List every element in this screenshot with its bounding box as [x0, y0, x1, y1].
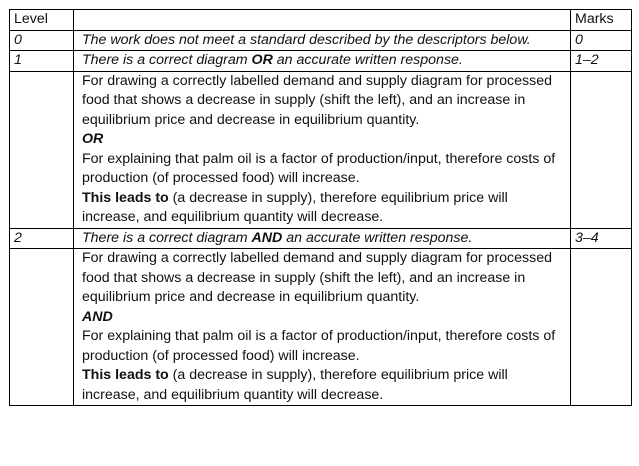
- header-level: Level: [9, 9, 74, 31]
- descriptor-keyword: AND: [251, 229, 283, 246]
- level-number: 2: [9, 227, 74, 249]
- criterion-explanation: For explaining that palm oil is a factor…: [82, 328, 556, 364]
- level-marks: 0: [570, 29, 632, 51]
- criterion-connector: OR: [82, 131, 104, 147]
- level-row-1: 1 There is a correct diagram OR an accur…: [9, 50, 632, 72]
- descriptor-text: There is a correct diagram: [82, 52, 252, 68]
- level-row-2: 2 There is a correct diagram AND an accu…: [9, 227, 632, 249]
- level-descriptor: The work does not meet a standard descri…: [73, 29, 571, 51]
- empty-cell: [570, 70, 632, 229]
- level-descriptor: There is a correct diagram AND an accura…: [73, 227, 571, 249]
- criterion-explanation: For explaining that palm oil is a factor…: [82, 150, 556, 187]
- empty-cell: [9, 248, 74, 406]
- lead-phrase: This leads to: [82, 189, 169, 206]
- level-row-0: 0 The work does not meet a standard desc…: [9, 29, 632, 51]
- consequence-text: (a decrease in supply), therefore equili…: [82, 189, 508, 226]
- header-row: Level Marks: [9, 9, 632, 31]
- level-number: 1: [9, 50, 74, 72]
- descriptor-text: an accurate written response.: [272, 52, 463, 68]
- empty-cell: [570, 248, 632, 406]
- level-marks: 3–4: [570, 227, 632, 249]
- lead-phrase: This leads to: [82, 367, 169, 383]
- descriptor-keyword: OR: [251, 52, 273, 68]
- descriptor-text: an accurate written response.: [282, 229, 473, 246]
- level-detail-row-1: For drawing a correctly labelled demand …: [9, 70, 632, 229]
- level-detail-row-2: For drawing a correctly labelled demand …: [9, 248, 632, 406]
- level-detail: For drawing a correctly labelled demand …: [73, 70, 571, 229]
- criterion-connector: AND: [82, 308, 113, 325]
- level-marks: 1–2: [570, 50, 632, 72]
- header-marks: Marks: [570, 9, 632, 31]
- consequence-text: (a decrease in supply), therefore equili…: [82, 367, 508, 403]
- level-detail: For drawing a correctly labelled demand …: [73, 248, 571, 406]
- criterion-diagram: For drawing a correctly labelled demand …: [82, 250, 553, 305]
- criterion-consequence: This leads to (a decrease in supply), th…: [82, 366, 564, 405]
- level-descriptor: There is a correct diagram OR an accurat…: [73, 50, 571, 72]
- empty-cell: [9, 70, 74, 229]
- criterion-consequence: This leads to (a decrease in supply), th…: [82, 189, 564, 228]
- criterion-diagram: For drawing a correctly labelled demand …: [82, 72, 553, 128]
- header-descriptor: [73, 9, 571, 31]
- descriptor-text: There is a correct diagram: [82, 229, 252, 246]
- level-number: 0: [9, 29, 74, 51]
- mark-scheme-table: Level Marks 0 The work does not meet a s…: [9, 9, 632, 406]
